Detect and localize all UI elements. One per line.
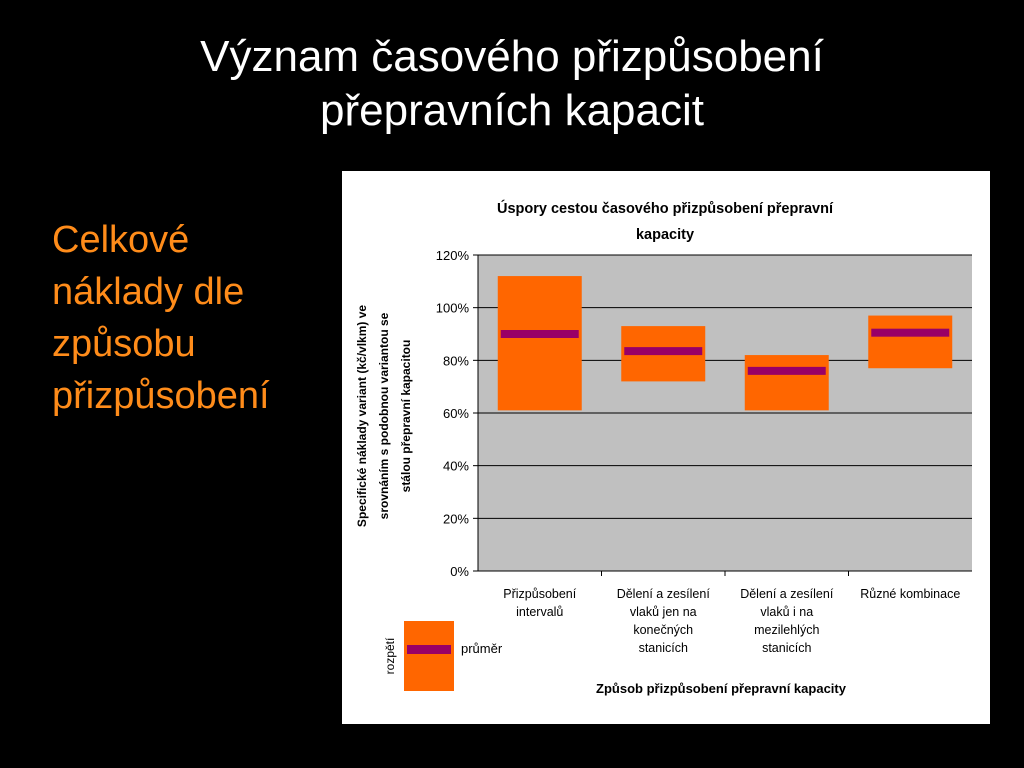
legend-mean-label: průměr <box>461 641 503 656</box>
x-tick-label: Přizpůsobení <box>503 587 576 601</box>
x-tick-label: stanicích <box>762 641 811 655</box>
chart-title-line-2: kapacity <box>636 227 694 243</box>
x-tick-label: vlaků i na <box>760 605 813 619</box>
y-tick-label: 0% <box>450 564 469 579</box>
y-axis-label-line-3: stálou přepravní kapacitou <box>399 340 413 493</box>
y-tick-label: 60% <box>443 406 469 421</box>
x-tick-label: Dělení a zesílení <box>617 587 711 601</box>
range-bar <box>868 315 953 369</box>
range-bar <box>744 355 829 411</box>
legend-mean-swatch <box>407 645 451 654</box>
mean-marker <box>624 347 703 356</box>
side-caption-line-4: přizpůsobení <box>52 375 270 417</box>
range-bar <box>497 276 582 411</box>
x-tick-label: stanicích <box>639 641 688 655</box>
y-tick-label: 120% <box>436 248 470 263</box>
range-chart: Úspory cestou časového přizpůsobení přep… <box>355 199 972 696</box>
chart-title-line-1: Úspory cestou časového přizpůsobení přep… <box>497 199 834 217</box>
x-tick-label: mezilehlých <box>754 623 819 637</box>
legend-range-swatch <box>404 621 454 691</box>
side-caption-line-3: způsobu <box>52 323 196 365</box>
x-tick-label: Dělení a zesílení <box>740 587 834 601</box>
legend: rozpětí průměr <box>383 621 503 691</box>
y-tick-label: 100% <box>436 301 470 316</box>
x-axis-categories: Přizpůsobení intervalů Dělení a zesílení vl… <box>503 571 960 655</box>
y-axis-label-line-2: srovnáním s podobnou variantou se <box>377 312 391 519</box>
x-tick-label: Různé kombinace <box>860 587 960 601</box>
side-caption-line-2: náklady dle <box>52 271 245 313</box>
y-tick-label: 20% <box>443 511 469 526</box>
mean-marker <box>871 328 950 337</box>
legend-range-label: rozpětí <box>383 637 397 674</box>
mean-marker <box>500 330 579 338</box>
side-caption-line-1: Celkové <box>52 219 190 261</box>
x-tick-label: vlaků jen na <box>630 605 697 619</box>
mean-marker <box>747 366 826 375</box>
side-caption: Celkové náklady dle způsobu přizpůsobení <box>52 214 332 422</box>
slide-title-line-2: přepravních kapacit <box>320 86 704 135</box>
y-tick-label: 80% <box>443 353 469 368</box>
slide-title: Význam časového přizpůsobení přepravních… <box>0 30 1024 138</box>
x-tick-label: intervalů <box>516 605 563 619</box>
slide-title-line-1: Význam časového přizpůsobení <box>200 32 824 81</box>
x-axis-label: Způsob přizpůsobení přepravní kapacity <box>596 681 847 696</box>
y-tick-label: 40% <box>443 459 469 474</box>
chart-panel: Úspory cestou časového přizpůsobení přep… <box>342 171 990 724</box>
y-axis-ticks: 0% 20% 40% 60% 80% 100% 120% <box>436 248 470 579</box>
y-axis-label-line-1: Specifické náklady variant (kč/vlkm) ve <box>355 305 369 527</box>
range-bars <box>497 276 953 411</box>
x-tick-label: konečných <box>633 623 693 637</box>
y-axis-label: Specifické náklady variant (kč/vlkm) ve … <box>355 305 413 527</box>
